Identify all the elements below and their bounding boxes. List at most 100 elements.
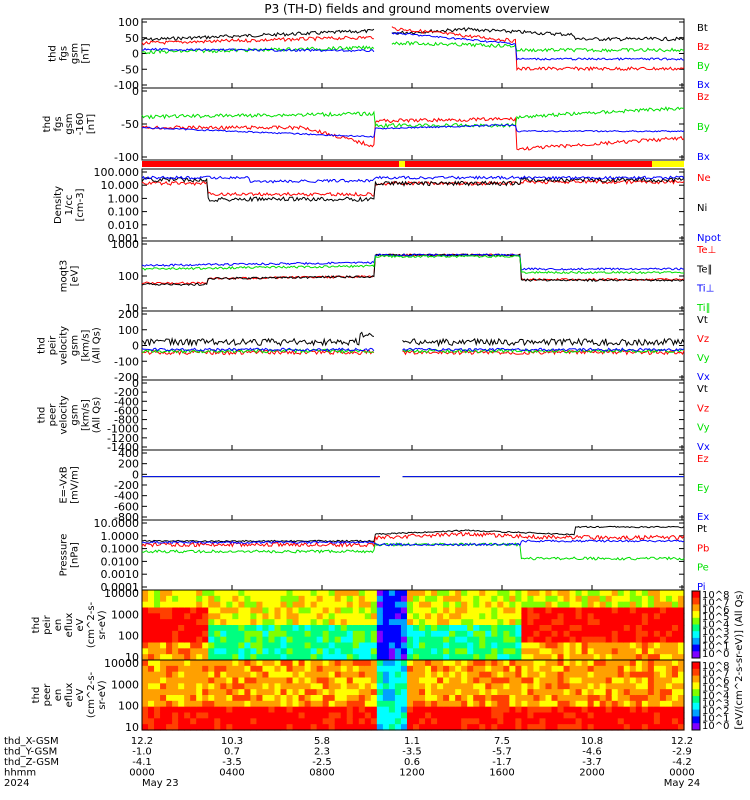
ion-spectrogram-cell bbox=[515, 648, 522, 655]
ion-spectrogram-cell bbox=[166, 601, 173, 609]
panel-2-frame bbox=[141, 87, 685, 161]
ion-spectrogram-cell bbox=[533, 625, 541, 632]
electron-spectrogram-cell bbox=[665, 677, 673, 684]
ion-spectrogram-cell bbox=[148, 607, 155, 614]
electron-spectrogram-cell bbox=[551, 718, 559, 725]
electron-spectrogram-cell bbox=[346, 700, 354, 708]
electron-spectrogram-cell bbox=[641, 665, 649, 673]
ion-spectrogram-cell bbox=[286, 654, 294, 661]
panel-4-frame bbox=[141, 240, 685, 312]
electron-spectrogram-cell bbox=[148, 706, 155, 714]
electron-spectrogram-cell bbox=[611, 683, 619, 690]
ion-spectrogram-cell bbox=[196, 630, 203, 638]
electron-spectrogram-cell bbox=[388, 683, 396, 690]
electron-spectrogram-cell bbox=[641, 683, 649, 690]
ion-spectrogram-cell bbox=[497, 601, 504, 609]
electron-spectrogram-cell bbox=[226, 700, 233, 708]
ion-spectrogram-cell bbox=[623, 642, 631, 649]
colorbar-2-tick: 10^1 bbox=[702, 714, 729, 725]
ion-spectrogram-cell bbox=[431, 601, 438, 609]
electron-spectrogram-cell bbox=[220, 689, 227, 696]
electron-spectrogram-cell bbox=[629, 683, 637, 690]
colorbar-1-tick: 10^7 bbox=[702, 597, 729, 608]
ion-spectrogram-cell bbox=[647, 636, 655, 644]
ion-spectrogram-cell bbox=[172, 648, 179, 655]
electron-spectrogram-cell bbox=[599, 712, 607, 719]
electron-spectrogram-cell bbox=[220, 677, 227, 684]
ion-spectrogram-cell bbox=[250, 595, 258, 603]
electron-spectrogram-cell bbox=[148, 683, 155, 690]
electron-spectrogram-cell bbox=[388, 700, 396, 708]
electron-spectrogram-cell bbox=[406, 700, 414, 708]
electron-spectrogram-cell bbox=[310, 677, 318, 684]
electron-spectrogram-cell bbox=[551, 700, 559, 708]
electron-spectrogram-cell bbox=[503, 695, 510, 702]
electron-spectrogram-cell bbox=[238, 712, 245, 719]
electron-spectrogram-cell bbox=[635, 718, 643, 725]
electron-spectrogram-cell bbox=[629, 665, 637, 673]
ion-spectrogram-cell bbox=[292, 601, 300, 609]
ion-spectrogram-cell bbox=[376, 630, 384, 638]
ion-spectrogram-cell bbox=[316, 642, 324, 649]
electron-spectrogram-cell bbox=[431, 683, 438, 690]
electron-spectrogram-cell bbox=[653, 671, 661, 679]
ion-spectrogram-cell bbox=[539, 654, 547, 661]
ion-spectrogram-cell bbox=[166, 654, 173, 661]
electron-spectrogram-cell bbox=[455, 677, 462, 684]
ion-spectrogram-cell bbox=[611, 625, 619, 632]
ion-spectrogram-cell bbox=[665, 590, 673, 597]
electron-spectrogram-cell bbox=[406, 689, 414, 696]
ion-spectrogram-cell bbox=[593, 642, 601, 649]
ion-spectrogram-cell bbox=[425, 619, 432, 626]
panel-6-ytick-label: -1400 bbox=[107, 441, 139, 454]
electron-spectrogram-cell bbox=[581, 695, 589, 702]
ion-spectrogram-cell bbox=[467, 642, 474, 649]
electron-spectrogram-cell bbox=[196, 718, 203, 725]
electron-spectrogram-cell bbox=[569, 718, 577, 725]
ion-spectrogram-cell bbox=[352, 636, 360, 644]
electron-spectrogram-cell bbox=[316, 671, 324, 679]
ion-spectrogram-cell bbox=[166, 625, 173, 632]
electron-spectrogram-cell bbox=[521, 660, 529, 667]
ion-spectrogram-cell bbox=[322, 636, 330, 644]
ion-spectrogram-cell bbox=[322, 619, 330, 626]
panel-3-frame bbox=[141, 168, 685, 242]
ion-spectrogram-cell bbox=[340, 625, 348, 632]
by-trace bbox=[141, 41, 685, 55]
ion-spectrogram-cell bbox=[244, 595, 251, 603]
electron-spectrogram-cell bbox=[431, 706, 438, 714]
electron-spectrogram-cell bbox=[443, 712, 450, 719]
ion-spectrogram-cell bbox=[611, 642, 619, 649]
panel-6-ytick-label: -600 bbox=[114, 404, 139, 417]
ion-spectrogram-cell bbox=[635, 595, 643, 603]
ion-spectrogram-cell bbox=[292, 595, 300, 603]
electron-spectrogram-cell bbox=[184, 660, 191, 667]
electron-spectrogram-cell bbox=[659, 700, 667, 708]
colorbar-1-frame bbox=[691, 590, 701, 659]
ion-spectrogram-cell bbox=[184, 636, 191, 644]
ion-spectrogram-cell bbox=[280, 648, 288, 655]
colorbars: 10^810^710^610^510^410^310^210^110^010^8… bbox=[691, 590, 745, 732]
ion-spectrogram-cell bbox=[491, 595, 498, 603]
ion-spectrogram-cell bbox=[400, 636, 408, 644]
electron-spectrogram-cell bbox=[461, 689, 468, 696]
ion-spectrogram-cell bbox=[298, 619, 306, 626]
ion-spectrogram-cell bbox=[587, 619, 595, 626]
electron-spectrogram-cell bbox=[148, 677, 155, 684]
electron-spectrogram-cell bbox=[413, 718, 420, 725]
electron-spectrogram-cell bbox=[400, 700, 408, 708]
electron-spectrogram-cell bbox=[503, 671, 510, 679]
panel-7-ytick-label: -400 bbox=[114, 490, 139, 503]
ion-spectrogram-cell bbox=[665, 642, 673, 649]
electron-spectrogram-cell bbox=[280, 683, 288, 690]
ion-spectrogram-cell bbox=[352, 642, 360, 649]
electron-spectrogram-cell bbox=[545, 724, 553, 731]
electron-spectrogram-cell bbox=[232, 724, 239, 731]
ion-spectrogram-cell bbox=[148, 619, 155, 626]
electron-spectrogram-cell bbox=[641, 718, 649, 725]
ion-spectrogram-cell bbox=[419, 625, 426, 632]
ion-spectrogram-cell bbox=[298, 607, 306, 614]
ion-spectrogram-cell bbox=[232, 619, 239, 626]
ion-spectrogram-cell bbox=[605, 607, 613, 614]
ion-spectrogram-cell bbox=[563, 648, 571, 655]
